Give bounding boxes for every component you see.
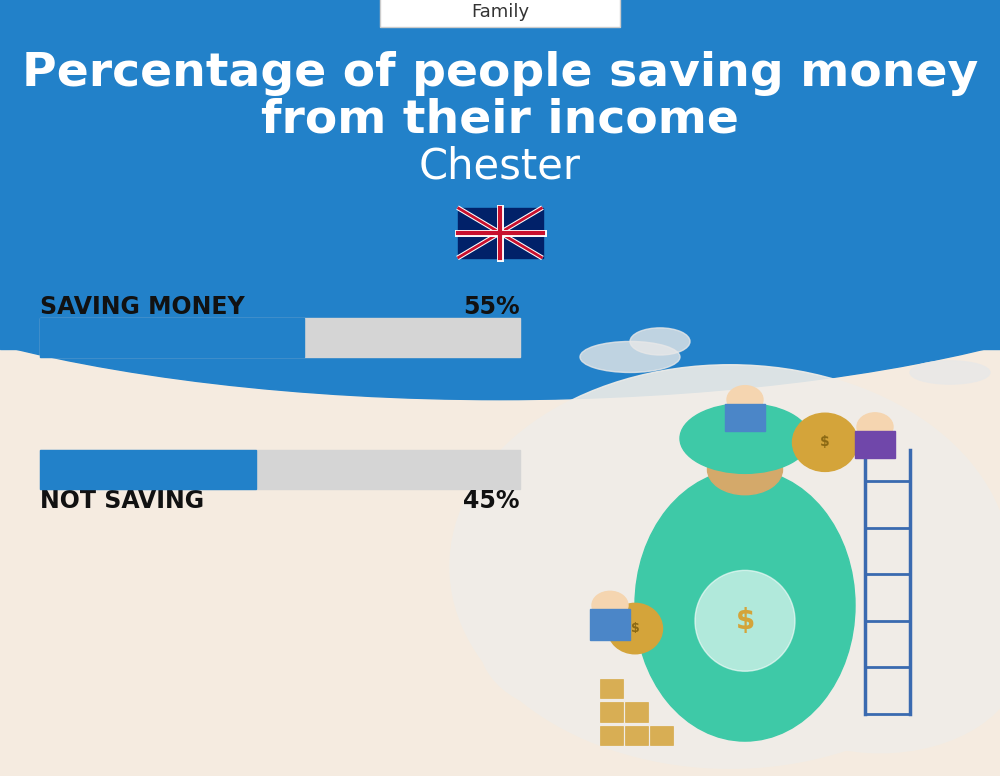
Text: 55%: 55% <box>463 295 520 318</box>
Ellipse shape <box>480 574 680 714</box>
Bar <box>40 450 520 489</box>
Bar <box>458 208 542 258</box>
Text: from their income: from their income <box>261 98 739 143</box>
Ellipse shape <box>910 361 990 384</box>
Bar <box>625 702 648 722</box>
Ellipse shape <box>680 404 810 473</box>
Ellipse shape <box>708 444 782 495</box>
Ellipse shape <box>0 0 1000 400</box>
Text: $: $ <box>735 607 755 635</box>
Text: NOT SAVING: NOT SAVING <box>40 489 204 512</box>
Bar <box>725 404 765 431</box>
Ellipse shape <box>580 341 680 372</box>
Bar <box>600 679 623 698</box>
Bar <box>625 726 648 745</box>
Bar <box>855 431 895 458</box>
Text: $: $ <box>631 622 639 635</box>
Text: Chester: Chester <box>419 146 581 188</box>
Bar <box>600 726 623 745</box>
Bar <box>650 726 673 745</box>
Text: Percentage of people saving money: Percentage of people saving money <box>22 51 978 96</box>
Ellipse shape <box>740 566 1000 753</box>
Bar <box>40 318 304 357</box>
Ellipse shape <box>630 327 690 355</box>
Bar <box>590 609 630 640</box>
Ellipse shape <box>450 365 1000 768</box>
Ellipse shape <box>635 469 855 741</box>
Circle shape <box>857 413 893 441</box>
Bar <box>0 0 1000 349</box>
Text: SAVING MONEY: SAVING MONEY <box>40 295 245 318</box>
Bar <box>40 318 520 357</box>
Circle shape <box>592 591 628 619</box>
FancyBboxPatch shape <box>380 0 620 27</box>
Text: $: $ <box>820 435 830 449</box>
Ellipse shape <box>695 570 795 671</box>
Ellipse shape <box>608 604 662 653</box>
Bar <box>40 450 256 489</box>
Bar <box>600 702 623 722</box>
Text: 45%: 45% <box>464 489 520 512</box>
Circle shape <box>727 386 763 414</box>
Text: Family: Family <box>471 3 529 22</box>
Ellipse shape <box>792 413 858 472</box>
